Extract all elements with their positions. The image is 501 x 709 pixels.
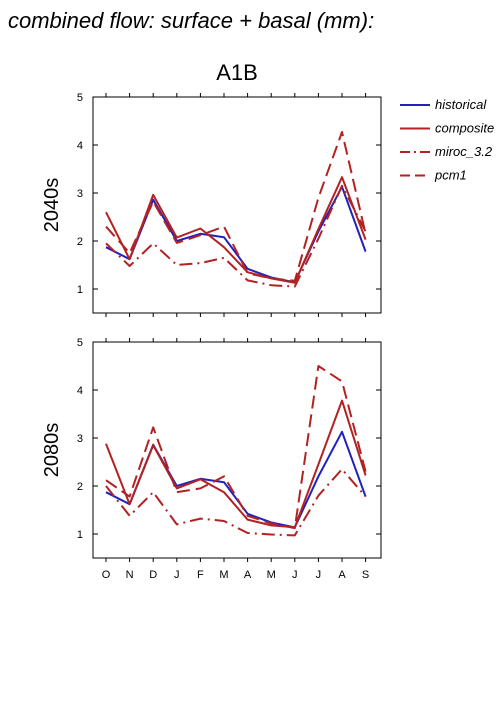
y-tick-label: 5 [77, 92, 83, 104]
y-tick-label: 2 [77, 236, 83, 248]
x-tick-label: O [102, 569, 111, 581]
figure-title: combined flow: surface + basal (mm): [8, 8, 375, 33]
y-tick-label: 3 [77, 188, 83, 200]
plot-frame [92, 96, 382, 314]
panel-title: A1B [216, 60, 258, 85]
y-tick-label: 4 [77, 385, 83, 397]
series-line-miroc-3-2 [105, 468, 367, 537]
x-tick-label: M [267, 569, 276, 581]
x-tick-label: F [197, 569, 204, 581]
y-axis-label: 2040s [41, 178, 63, 233]
x-tick-label: M [219, 569, 228, 581]
legend-label: historical [435, 97, 487, 112]
legend: historical composite miroc_3.2 pcm1 [400, 97, 494, 183]
x-tick-label: J [316, 569, 322, 581]
legend-label: pcm1 [434, 168, 467, 183]
plot-frame [92, 341, 382, 559]
panel-2040s: 1 2 3 4 5 2040s A1B [41, 60, 382, 317]
x-tick-label: N [126, 569, 134, 581]
x-tick-label: A [338, 569, 346, 581]
series-line-composite [105, 399, 367, 529]
series-line-composite [105, 176, 367, 284]
y-tick-label: 1 [77, 529, 83, 541]
y-tick-label: 2 [77, 481, 83, 493]
series-line-pcm1 [105, 365, 367, 530]
series-line-miroc-3-2 [105, 184, 367, 288]
y-tick-label: 1 [77, 284, 83, 296]
y-tick-label: 5 [77, 337, 83, 349]
x-tick-label: S [362, 569, 369, 581]
panel-2080s: 1 2 3 4 5 O N D J F M A M J J A S 2080s [41, 337, 382, 581]
legend-label: miroc_3.2 [435, 144, 493, 159]
y-axis-label: 2080s [41, 423, 63, 478]
y-tick-label: 3 [77, 433, 83, 445]
y-tick-label: 4 [77, 140, 83, 152]
x-tick-label: J [174, 569, 180, 581]
series-line-pcm1 [105, 131, 367, 282]
series-line-historical [105, 430, 367, 529]
x-tick-label: A [244, 569, 252, 581]
x-tick-label: D [149, 569, 157, 581]
legend-label: composite [435, 121, 494, 136]
x-tick-label: J [292, 569, 298, 581]
